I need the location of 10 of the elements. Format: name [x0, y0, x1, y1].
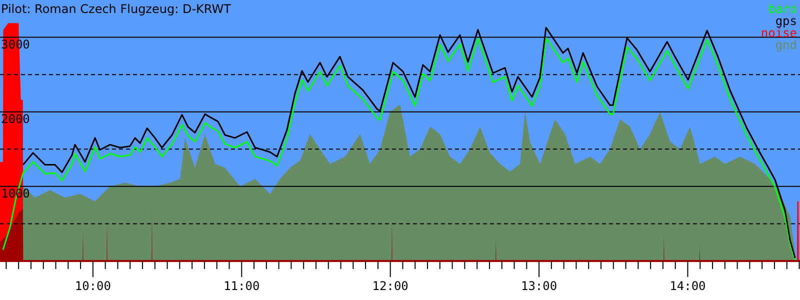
chart-title: Pilot: Roman Czech Flugzeug: D-KRWT: [1, 2, 232, 16]
text: gnd: [775, 38, 797, 52]
x-tick-label: 14:00: [670, 279, 706, 293]
text: noise: [760, 26, 797, 40]
x-tick-label: 13:00: [520, 279, 558, 293]
x-tick-label: 12:00: [372, 279, 408, 293]
text: gps: [775, 14, 797, 28]
x-tick-label: 10:00: [74, 279, 111, 293]
text: baro: [768, 2, 797, 16]
x-tick-label: 11:00: [224, 279, 260, 293]
